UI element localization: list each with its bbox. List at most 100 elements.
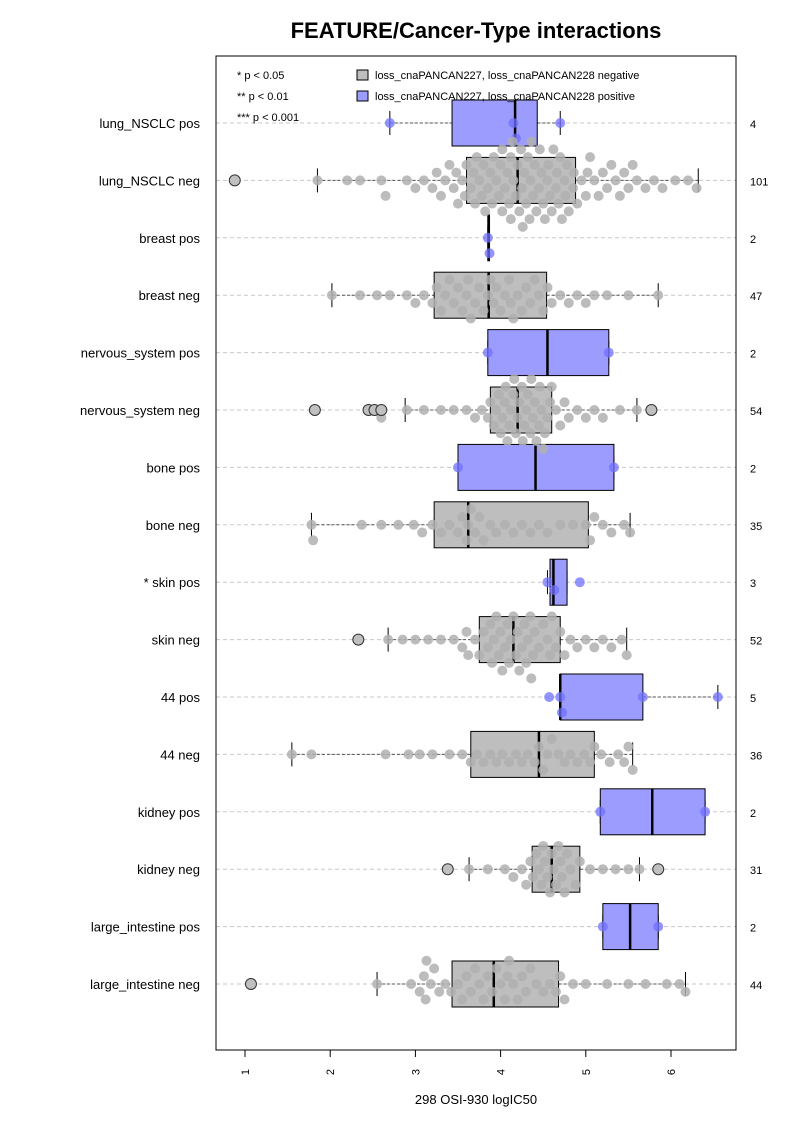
- count-label: 52: [750, 636, 762, 648]
- count-label: 35: [750, 521, 762, 533]
- data-point: [559, 650, 570, 661]
- category-label: lung_NSCLC pos: [100, 116, 201, 131]
- data-point: [597, 412, 608, 423]
- data-point: [471, 152, 482, 163]
- data-point: [384, 118, 395, 128]
- data-point: [614, 405, 625, 415]
- data-point: [508, 611, 519, 622]
- data-point: [401, 290, 412, 301]
- data-point: [623, 290, 634, 301]
- gridlines: [216, 122, 736, 985]
- data-point: [482, 412, 493, 423]
- data-point: [536, 405, 547, 415]
- data-point: [453, 282, 463, 293]
- data-point: [585, 535, 596, 546]
- count-label: 2: [750, 463, 756, 475]
- data-point: [504, 657, 515, 668]
- data-point: [661, 979, 672, 989]
- data-point: [453, 462, 463, 473]
- data-point: [545, 190, 556, 201]
- data-point: [565, 749, 576, 760]
- data-point: [572, 642, 583, 653]
- data-point: [491, 175, 502, 186]
- data-point: [516, 519, 527, 530]
- data-point: [468, 167, 479, 178]
- category-label: nervous_system neg: [80, 403, 200, 418]
- data-point: [527, 190, 538, 201]
- data-point: [533, 864, 544, 875]
- box-12: [599, 788, 706, 836]
- data-point: [376, 175, 387, 186]
- data-point: [580, 519, 591, 530]
- data-point: [420, 994, 431, 1005]
- count-label: 44: [750, 980, 762, 992]
- data-point: [589, 512, 600, 523]
- data-point: [435, 190, 446, 201]
- data-point: [372, 979, 383, 989]
- category-label: kidney pos: [138, 805, 201, 820]
- data-point: [372, 290, 383, 301]
- data-point: [380, 749, 391, 760]
- data-point: [538, 840, 549, 851]
- data-point: [355, 290, 366, 301]
- data-point: [491, 405, 502, 415]
- data-point: [580, 412, 591, 423]
- data-point: [683, 175, 694, 186]
- boxes: [291, 99, 719, 1008]
- data-point: [542, 412, 553, 423]
- data-point: [410, 297, 421, 308]
- data-point: [516, 971, 527, 982]
- data-point: [487, 657, 498, 668]
- data-point: [680, 986, 691, 997]
- data-point: [414, 749, 425, 760]
- data-point: [440, 979, 451, 989]
- chart-title: FEATURE/Cancer-Type interactions: [291, 18, 662, 43]
- data-point: [559, 397, 570, 408]
- data-point: [551, 167, 562, 178]
- data-point: [485, 519, 496, 530]
- data-point: [548, 864, 559, 875]
- data-point: [418, 971, 429, 982]
- data-point: [546, 297, 557, 308]
- category-label: breast neg: [139, 288, 200, 303]
- data-point: [589, 175, 600, 186]
- data-point: [312, 175, 323, 186]
- data-point: [482, 971, 493, 982]
- data-point: [539, 214, 550, 225]
- data-point: [505, 152, 516, 163]
- data-point: [465, 757, 476, 768]
- data-point: [444, 749, 455, 760]
- data-point: [559, 757, 570, 768]
- data-point: [457, 305, 468, 316]
- data-point: [542, 871, 553, 882]
- data-point: [538, 764, 549, 775]
- data-point: [510, 650, 521, 661]
- data-point: [559, 887, 570, 898]
- data-point: [507, 136, 518, 147]
- data-point: [565, 864, 576, 875]
- data-point: [619, 757, 630, 768]
- data-point: [522, 152, 533, 163]
- outlier-point: [375, 404, 388, 416]
- data-point: [451, 167, 462, 178]
- data-point: [493, 190, 504, 201]
- data-point: [499, 864, 510, 875]
- data-point: [500, 381, 511, 392]
- data-point: [485, 619, 496, 630]
- data-point: [504, 198, 515, 209]
- data-point: [457, 512, 468, 523]
- data-point: [461, 535, 472, 546]
- data-point: [538, 198, 549, 209]
- data-point: [525, 527, 536, 538]
- data-point: [531, 206, 542, 217]
- data-point: [417, 527, 428, 538]
- data-point: [482, 290, 493, 301]
- data-point: [512, 626, 523, 637]
- x-axis: 1 2 3 4 5 6: [240, 1049, 678, 1075]
- data-point: [444, 274, 455, 285]
- data-point: [602, 183, 613, 194]
- category-label: skin neg: [152, 633, 200, 648]
- data-point: [510, 428, 521, 439]
- data-point: [457, 994, 468, 1005]
- data-point: [495, 428, 506, 439]
